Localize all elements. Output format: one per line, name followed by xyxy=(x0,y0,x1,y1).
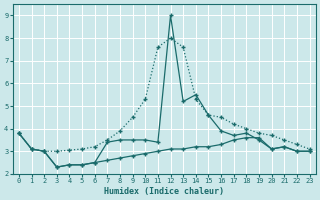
X-axis label: Humidex (Indice chaleur): Humidex (Indice chaleur) xyxy=(104,187,224,196)
